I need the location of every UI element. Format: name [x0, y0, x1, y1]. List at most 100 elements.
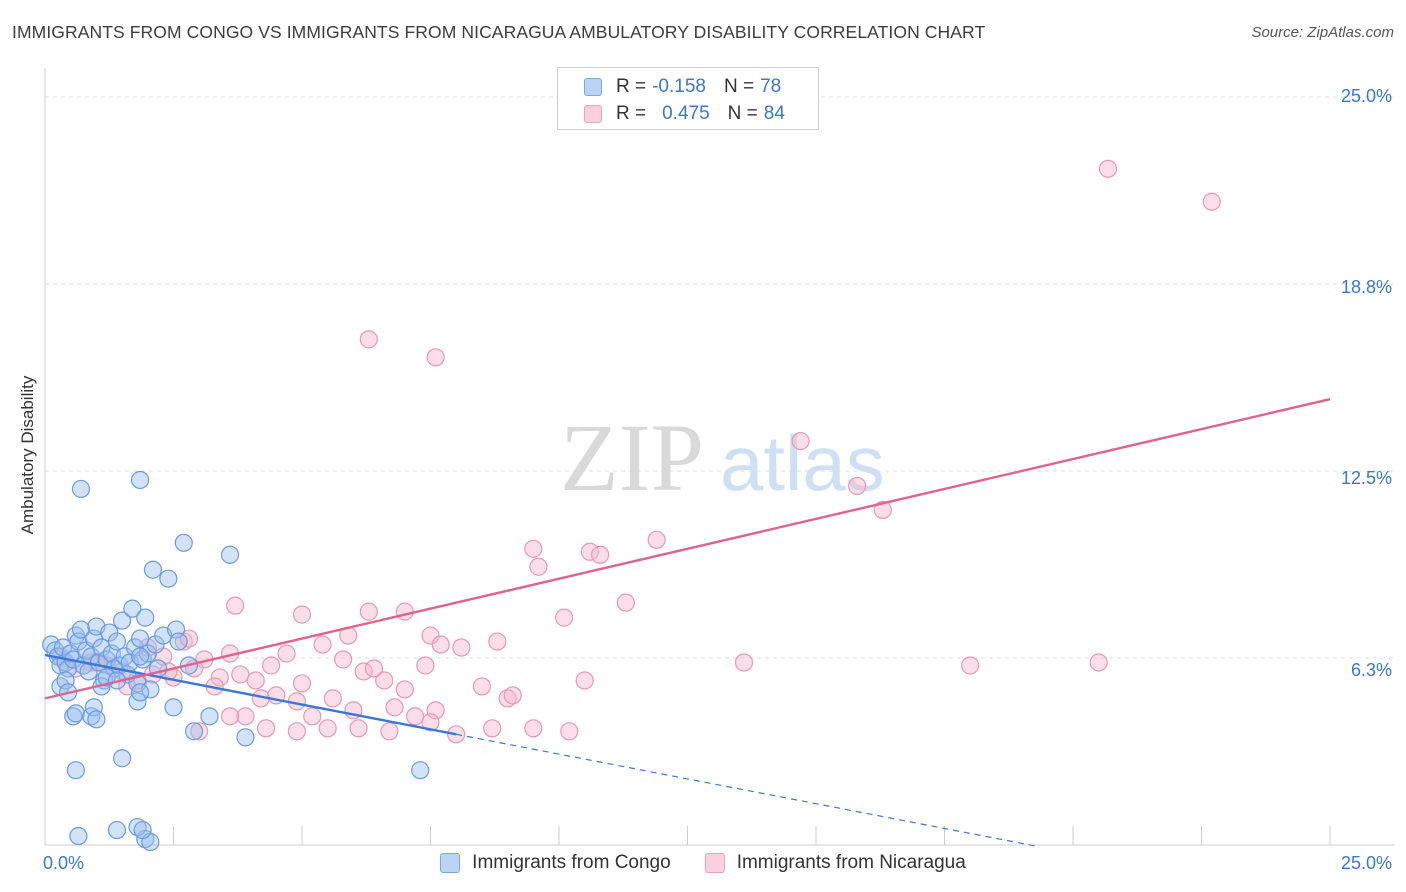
congo-point [200, 707, 219, 726]
legend-r-value: -0.158 [652, 76, 706, 97]
nicaragua-point [385, 698, 404, 717]
nicaragua-point [405, 707, 425, 726]
congo-point [87, 710, 106, 729]
nicaragua-point [334, 650, 353, 669]
nicaragua-point [472, 677, 491, 696]
congo-point [174, 533, 193, 552]
legend-r-label: R = [616, 76, 647, 97]
congo-point [130, 470, 150, 490]
legend-item-nicaragua: Immigrants from Nicaragua [704, 852, 966, 874]
congo-point [115, 647, 134, 666]
congo-point [107, 632, 127, 651]
nicaragua-point [647, 530, 666, 549]
congo-point [130, 647, 150, 666]
nicaragua-point [359, 602, 378, 621]
legend-swatch-nicaragua [704, 853, 725, 873]
nicaragua-point [190, 722, 209, 741]
nicaragua-point [555, 608, 574, 627]
watermark-zip: ZIP [560, 404, 704, 511]
legend-n-label: N = [727, 103, 758, 124]
congo-point [112, 749, 132, 768]
nicaragua-point [226, 596, 245, 615]
congo-point [159, 569, 178, 588]
nicaragua-point [349, 719, 368, 738]
congo-point [92, 638, 111, 657]
nicaragua-point [524, 719, 543, 738]
congo-point [141, 680, 160, 699]
congo-point [164, 698, 183, 717]
legend-r-value: 0.475 [662, 103, 710, 124]
series-legend: Immigrants from Congo Immigrants from Ni… [0, 852, 1406, 874]
nicaragua-point [580, 542, 599, 561]
nicaragua-point [791, 431, 810, 451]
congo-point [64, 707, 83, 726]
congo-point [411, 761, 430, 780]
congo-point [236, 728, 255, 747]
nicaragua-point [421, 713, 440, 732]
legend-label-congo: Immigrants from Congo [472, 852, 671, 873]
legend-row-congo: R = -0.158 N = 78 [584, 74, 781, 100]
trend-lines [44, 398, 1331, 847]
congo-point [66, 704, 85, 723]
congo-point [123, 599, 142, 618]
nicaragua-point [395, 680, 414, 699]
y-tick-label: 25.0% [1340, 86, 1392, 106]
congo-point [143, 560, 163, 579]
congo-point [56, 671, 75, 690]
nicaragua-trend-line [44, 398, 1331, 700]
nicaragua-point [395, 602, 414, 621]
nicaragua-point [961, 656, 980, 675]
nicaragua-point [210, 668, 229, 687]
nicaragua-point [364, 659, 384, 678]
nicaragua-point [262, 656, 281, 675]
nicaragua-point [426, 348, 445, 367]
nicaragua-point [431, 635, 450, 654]
nicaragua-point [256, 719, 276, 738]
watermark-atlas: atlas [720, 419, 885, 507]
y-tick-label: 6.3% [1350, 660, 1392, 680]
nicaragua-point [734, 653, 754, 672]
congo-point [136, 608, 155, 627]
congo-point [128, 817, 147, 837]
congo-point [184, 722, 204, 741]
nicaragua-point [560, 722, 579, 741]
grid-lines [45, 96, 1395, 659]
nicaragua-point [1202, 192, 1221, 211]
nicaragua-point [498, 689, 517, 708]
legend-swatch-nicaragua [584, 105, 602, 123]
nicaragua-point [323, 689, 342, 708]
nicaragua-point [236, 707, 255, 726]
congo-point [133, 650, 152, 669]
congo-point [97, 668, 116, 687]
congo-point [130, 683, 150, 702]
nicaragua-point [488, 632, 507, 651]
nicaragua-point [313, 635, 332, 654]
nicaragua-point [503, 686, 522, 705]
nicaragua-point [848, 476, 867, 496]
congo-point [130, 629, 150, 648]
nicaragua-point [591, 545, 610, 564]
y-axis-label: Ambulatory Disability [18, 375, 37, 535]
congo-point [166, 620, 186, 639]
chart-title: IMMIGRANTS FROM CONGO VS IMMIGRANTS FROM… [12, 22, 986, 42]
nicaragua-point [375, 671, 394, 690]
nicaragua-point [1089, 653, 1108, 672]
nicaragua-point [359, 330, 378, 349]
legend-swatch-congo [584, 78, 602, 96]
nicaragua-point [575, 671, 594, 690]
nicaragua-point [318, 719, 337, 738]
congo-point [66, 761, 85, 780]
nicaragua-point [529, 557, 548, 576]
congo-point [133, 820, 152, 840]
nicaragua-point [421, 626, 440, 645]
watermark: ZIP atlas [560, 404, 885, 511]
congo-point [107, 820, 127, 840]
legend-n-value: 78 [760, 76, 782, 97]
nicaragua-point [292, 605, 312, 624]
y-tick-label: 12.5% [1340, 468, 1392, 488]
nicaragua-point [246, 671, 265, 690]
nicaragua-point [277, 644, 296, 663]
y-tick-label: 18.8% [1340, 277, 1392, 297]
nicaragua-point [616, 593, 635, 612]
nicaragua-point [416, 656, 435, 675]
